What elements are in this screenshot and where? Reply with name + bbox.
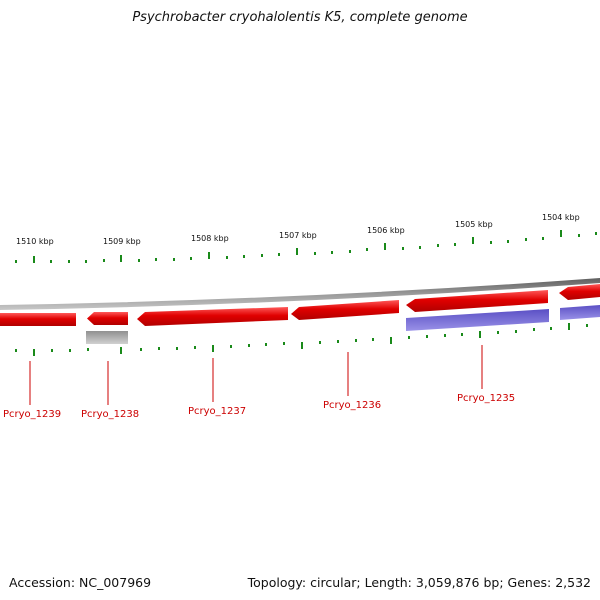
accession-text: Accession: NC_007969 [9, 575, 152, 590]
feature-track[interactable] [86, 305, 600, 344]
gene-arrow-pcryo-1236[interactable] [291, 300, 399, 320]
genome-title: Psychrobacter cryohalolentis K5, complet… [132, 10, 468, 25]
upper-tick-row [15, 230, 597, 263]
gene-leader-lines [29, 345, 483, 405]
gene-arrow-pcryo-1239[interactable] [0, 313, 76, 326]
gene-label[interactable]: Pcryo_1236 [323, 400, 381, 411]
gene-arrow-pcryo-1234[interactable] [559, 284, 600, 300]
gene-arrow-pcryo-1237[interactable] [137, 307, 288, 326]
kbp-label: 1508 kbp [191, 234, 229, 243]
gene-label[interactable]: Pcryo_1238 [81, 409, 139, 420]
kbp-label: 1505 kbp [455, 220, 493, 229]
genome-summary-text: Topology: circular; Length: 3,059,876 bp… [247, 575, 591, 590]
gene-track[interactable] [0, 284, 600, 326]
lower-tick-row [15, 323, 588, 356]
gene-label[interactable]: Pcryo_1239 [3, 409, 61, 420]
kbp-label: 1510 kbp [16, 237, 54, 246]
gene-label-row: Pcryo_1239 Pcryo_1238 Pcryo_1237 Pcryo_1… [3, 393, 515, 420]
gene-arrow-pcryo-1235[interactable] [406, 290, 548, 312]
kbp-label: 1509 kbp [103, 237, 141, 246]
kbp-label-row: 1510 kbp 1509 kbp 1508 kbp 1507 kbp 1506… [16, 213, 580, 246]
protein-feature-bar[interactable] [406, 309, 549, 331]
kbp-label: 1506 kbp [367, 226, 405, 235]
protein-feature-bar[interactable] [560, 305, 600, 320]
gene-label[interactable]: Pcryo_1235 [457, 393, 515, 404]
rna-feature-bar[interactable] [86, 331, 128, 344]
kbp-label: 1507 kbp [279, 231, 317, 240]
kbp-label: 1504 kbp [542, 213, 580, 222]
gene-arrow-pcryo-1238[interactable] [87, 312, 128, 325]
gene-label[interactable]: Pcryo_1237 [188, 406, 246, 417]
genome-backbone [0, 278, 600, 310]
